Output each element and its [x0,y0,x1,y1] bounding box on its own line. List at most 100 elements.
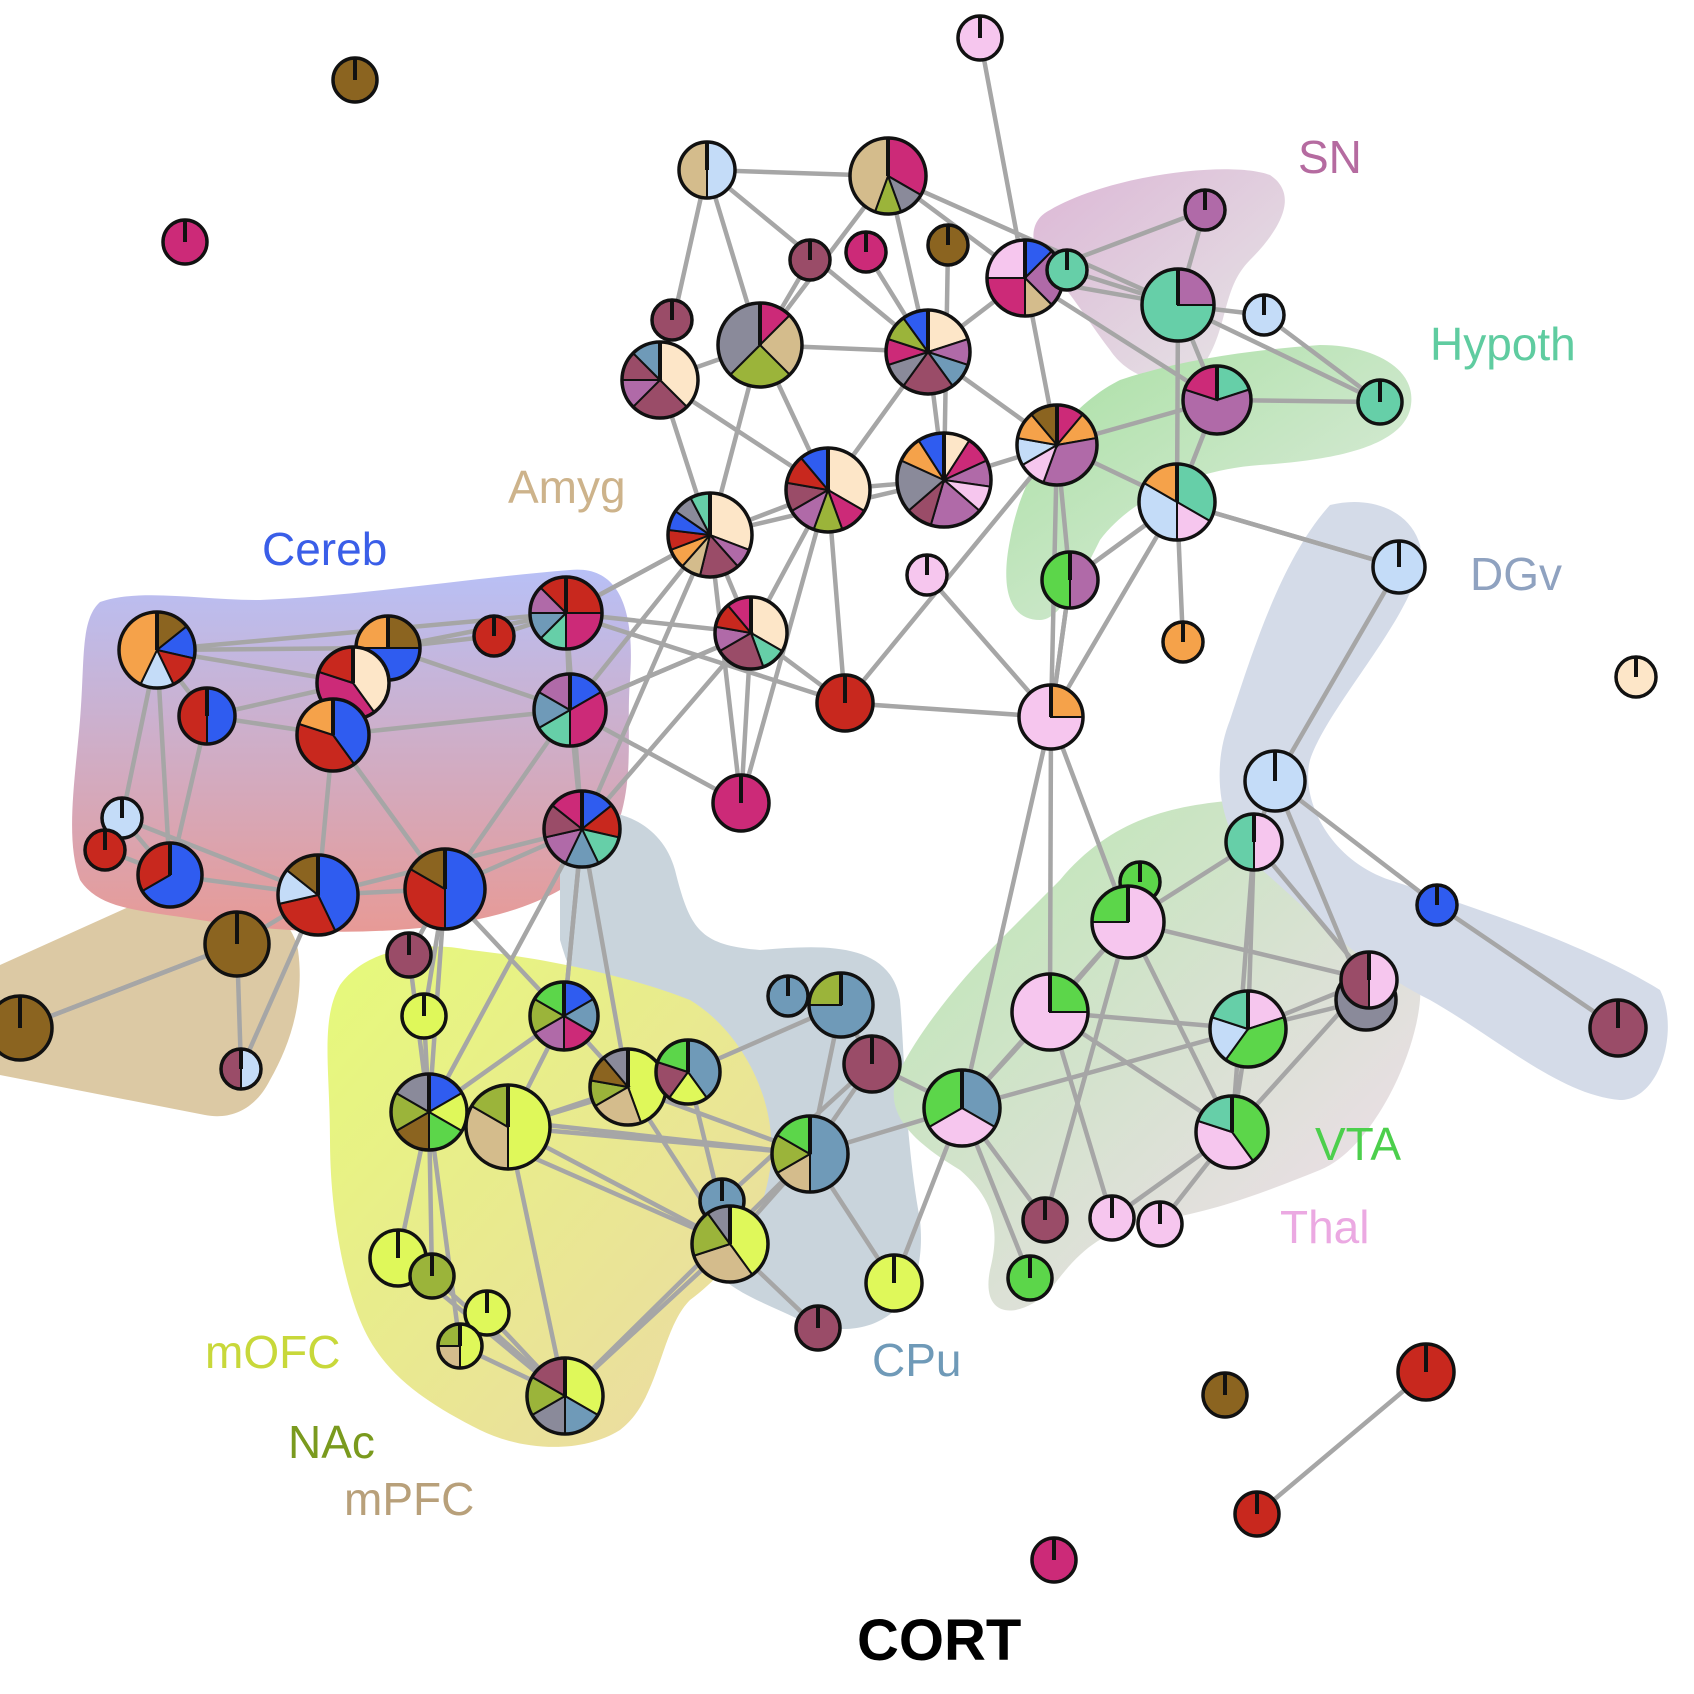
node-72[interactable] [219,1047,263,1091]
node-21[interactable] [1015,403,1099,487]
node-outline [842,1034,902,1094]
node-81[interactable] [408,1252,456,1300]
node-71[interactable] [1194,1094,1270,1170]
node-76[interactable] [1136,1200,1184,1248]
node-74[interactable] [1021,1196,1069,1244]
node-46[interactable] [542,789,622,869]
node-22[interactable] [784,446,872,534]
node-25[interactable] [713,595,789,671]
node-73[interactable] [1339,950,1399,1010]
node-23[interactable] [666,491,754,579]
node-44[interactable] [136,841,204,909]
node-89[interactable] [1233,1490,1281,1538]
node-79[interactable] [864,1253,924,1313]
node-63[interactable] [588,1047,668,1127]
node-51[interactable] [1090,884,1166,960]
node-33[interactable] [528,575,604,651]
node-outline [1010,972,1090,1052]
node-32[interactable] [472,614,516,658]
node-outline [654,1038,722,1106]
node-30[interactable] [117,610,197,690]
node-outline [895,431,993,529]
node-77[interactable] [1006,1254,1054,1302]
node-5[interactable] [848,136,928,216]
label-mofc: mOFC [205,1326,340,1378]
node-64[interactable] [464,1083,552,1171]
edge [707,532,744,806]
node-6[interactable] [1183,188,1227,232]
node-43[interactable] [83,828,127,872]
node-37[interactable] [177,686,237,746]
node-35[interactable] [1161,620,1205,664]
node-2[interactable] [331,56,379,104]
node-65[interactable] [654,1038,722,1106]
node-26[interactable] [905,553,949,597]
node-70[interactable] [1208,989,1288,1069]
node-12[interactable] [1242,293,1286,337]
node-16[interactable] [620,340,700,420]
node-13[interactable] [1140,267,1216,343]
node-11[interactable] [1045,248,1089,292]
node-48[interactable] [1243,749,1307,813]
node-1[interactable] [956,14,1004,62]
node-49[interactable] [1224,812,1284,872]
node-60[interactable] [807,971,875,1039]
node-15[interactable] [716,301,804,389]
node-19[interactable] [1181,364,1253,436]
node-17[interactable] [884,308,972,396]
node-57[interactable] [528,980,600,1052]
node-3[interactable] [161,218,209,266]
edge [330,707,573,738]
node-52[interactable] [203,910,271,978]
node-66[interactable] [770,1114,850,1194]
node-67[interactable] [1588,998,1648,1058]
node-10[interactable] [985,238,1065,318]
node-18[interactable] [895,431,993,529]
node-36[interactable] [1017,683,1085,751]
node-88[interactable] [1396,1342,1456,1402]
node-24[interactable] [1137,462,1217,542]
node-27[interactable] [1040,550,1100,610]
label-cpu: CPu [872,1334,961,1386]
node-39[interactable] [532,672,608,748]
node-47[interactable] [403,847,487,931]
node-56[interactable] [400,992,448,1040]
node-38[interactable] [295,697,371,773]
node-82[interactable] [463,1289,511,1337]
node-7[interactable] [788,238,832,282]
node-86[interactable] [794,1304,842,1352]
edge [977,35,1028,281]
node-87[interactable] [1201,1371,1249,1419]
node-69[interactable] [1010,972,1090,1052]
node-9[interactable] [926,223,970,267]
node-83[interactable] [690,1204,770,1284]
node-4[interactable] [677,140,737,200]
node-53[interactable] [0,994,54,1062]
node-8[interactable] [844,230,888,274]
node-outline [1201,1371,1249,1419]
node-61[interactable] [842,1034,902,1094]
node-42[interactable] [711,773,771,833]
node-85[interactable] [525,1356,605,1436]
edge [842,700,1054,720]
node-68[interactable] [922,1068,1002,1148]
node-75[interactable] [1088,1194,1136,1242]
node-outline [542,789,622,869]
node-29[interactable] [1614,655,1658,699]
node-28[interactable] [1371,539,1427,595]
node-90[interactable] [1030,1536,1078,1584]
edge [17,941,240,1031]
node-45[interactable] [276,853,360,937]
node-59[interactable] [766,974,810,1018]
node-slice [678,140,708,200]
node-40[interactable] [815,673,875,733]
node-outline [1140,267,1216,343]
node-55[interactable] [385,931,433,979]
region-labels: SN Hypoth Amyg Cereb DGv VTA Thal mOFC C… [205,131,1576,1673]
node-62[interactable] [389,1072,469,1152]
node-84[interactable] [436,1322,484,1370]
node-20[interactable] [1356,378,1404,426]
node-14[interactable] [650,298,694,342]
node-54[interactable] [1415,883,1459,927]
node-outline [1015,403,1099,487]
